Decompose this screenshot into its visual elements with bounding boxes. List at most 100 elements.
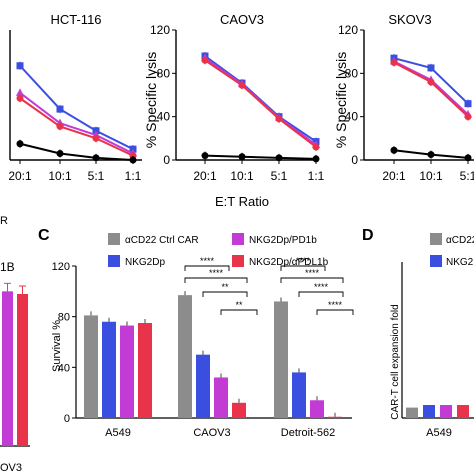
panel-c-y-tick-label: 0 — [64, 413, 70, 425]
panel-a1-title: HCT-116 — [50, 12, 101, 27]
panel-a1-series-3-point — [56, 122, 64, 130]
panel-c-significance-bracket — [280, 277, 344, 283]
panel-c-letter: C — [38, 227, 50, 244]
panel-d-ylabel: CAR-T cell expansion fold — [390, 304, 401, 419]
panel-a1-x-tick-label: 5:1 — [88, 169, 105, 183]
panel-c-significance-stars: ** — [235, 300, 243, 310]
panel-a2-series-4-point — [201, 152, 209, 160]
panel-a2-x-tick-label: 5:1 — [271, 169, 288, 183]
panel-c-bar-Detroit-562-3 — [310, 400, 324, 418]
panel-a1-series-3-point — [92, 134, 100, 142]
panel-a2-series-4-point — [275, 154, 283, 162]
panel-a2-y-tick-label: 0 — [163, 153, 170, 167]
panel-a1-series-4-line — [19, 142, 134, 161]
panel-a2-y-tick-label: 120 — [150, 23, 170, 37]
panel-c-legend-label-1: αCD22 Ctrl CAR — [125, 235, 199, 246]
panel-c-legend-label-4: NKG2Dp/αPDL1b — [249, 257, 329, 268]
panel-d-legend-label-1: αCD22 C — [446, 235, 474, 246]
left-fragment-bar-2 — [17, 294, 28, 446]
panel-a2-title: CAOV3 — [220, 12, 264, 27]
panel-c-category-label: CAOV3 — [193, 427, 230, 439]
left-fragment-bar-1 — [2, 291, 13, 446]
panel-a3-series-3-point — [427, 78, 435, 86]
panel-c-significance-stars: **** — [296, 256, 311, 266]
panel-a3-series-1-point — [464, 100, 472, 108]
panel-d-legend-swatch-2 — [430, 255, 442, 267]
panel-c-significance-stars: **** — [305, 268, 320, 278]
panel-c-legend-label-3: NKG2Dp/PD1b — [249, 235, 317, 246]
panel-c-legend-label-2: NKG2Dp — [125, 257, 165, 268]
panel-c-bar-Detroit-562-4 — [328, 416, 342, 418]
panel-a2-series-3-point — [312, 143, 320, 151]
panel-a2-series-4-point — [238, 153, 246, 161]
panel-a3-series-4-point — [390, 146, 398, 154]
panel-a3-series-1-point — [427, 64, 435, 72]
panel-c-significance-bracket — [184, 277, 248, 283]
panel-c-bar-A549-2 — [102, 321, 116, 418]
panel-a2-series-4-point — [312, 155, 320, 163]
panel-a2-y-tick-label: 40 — [157, 110, 171, 124]
panel-c-bar-Detroit-562-2 — [292, 372, 306, 418]
panel-a1-series-4-point — [56, 150, 64, 157]
panel-c-bar-Detroit-562-1 — [274, 301, 288, 418]
panel-c-bar-CAOV3-1 — [178, 295, 192, 418]
panel-a1-series-1-point — [16, 62, 24, 70]
panel-a1-series-3-point — [16, 94, 24, 102]
panel-c-category-label: Detroit-562 — [281, 427, 335, 439]
panel-a3-x-tick-label: 10:1 — [419, 169, 443, 183]
panel-c-significance-bracket — [280, 265, 326, 271]
panel-c-bar-CAOV3-2 — [196, 354, 210, 418]
panel-a3-title: SKOV3 — [388, 12, 431, 27]
panel-a1-series-2-point — [16, 88, 24, 96]
panel-a3-y-tick-label: 40 — [345, 110, 359, 124]
panel-c-y-tick-label: 120 — [52, 261, 70, 273]
panel-d-bar-4 — [457, 405, 469, 418]
panel-a3-series-3-point — [390, 59, 398, 66]
panel-a2-ylabel: % Specific lysis — [143, 52, 159, 148]
panel-a1-x-tick-label: 1:1 — [125, 169, 142, 183]
panel-a1-x-tick-label: 20:1 — [8, 169, 32, 183]
panel-c-ylabel: Survival % — [51, 320, 63, 372]
panel-a3-y-tick-label: 0 — [351, 153, 358, 167]
panel-a3-y-tick-label: 80 — [345, 66, 359, 80]
panel-c-significance-stars: **** — [209, 268, 224, 278]
panel-c-significance-stars: **** — [314, 282, 329, 292]
panel-a1-series-4-point — [129, 156, 137, 164]
panel-c-significance-bracket — [298, 291, 344, 297]
panel-c-significance-bracket — [316, 309, 354, 315]
panel-d-bar-1 — [406, 407, 418, 418]
panel-c-bar-A549-3 — [120, 325, 134, 418]
panel-d-category-label: A549 — [426, 427, 452, 439]
panel-a1-series-4-point — [16, 140, 24, 148]
panel-a3-series-3-point — [464, 113, 472, 121]
panel-c-bar-A549-1 — [84, 315, 98, 418]
panel-c-category-label: A549 — [105, 427, 131, 439]
bottom-left-fragment: OV3 — [0, 462, 22, 474]
panel-a2-series-3-point — [275, 115, 283, 123]
left-top-fragment: R — [0, 215, 8, 227]
panel-c-significance-stars: ** — [221, 282, 229, 292]
panel-a1-series-1-line — [19, 65, 134, 151]
panel-c-bar-CAOV3-3 — [214, 377, 228, 418]
panel-d-bar-3 — [440, 405, 452, 418]
panel-a3-series-4-point — [464, 154, 472, 162]
panel-a2-series-4-line — [204, 154, 317, 160]
panel-a3-x-tick-label: 20:1 — [382, 169, 406, 183]
panel-a1-series-3-line — [19, 97, 134, 157]
panel-c-significance-stars: **** — [200, 256, 215, 266]
panel-c-y-tick-label: 40 — [58, 362, 70, 374]
panel-d-legend-swatch-1 — [430, 233, 442, 245]
panel-c-legend-swatch-1 — [108, 233, 120, 245]
panel-a2-series-3-point — [201, 56, 209, 64]
panel-c-significance-bracket — [220, 309, 258, 315]
panel-a2-x-tick-label: 1:1 — [308, 169, 325, 183]
panel-a1-x-tick-label: 10:1 — [48, 169, 72, 183]
panel-a1-series-1-point — [56, 105, 64, 113]
panel-c-significance-bracket — [184, 265, 230, 271]
panel-a1-series-2-line — [19, 92, 134, 155]
panel-c-bar-A549-4 — [138, 323, 152, 418]
panel-a3-y-tick-label: 120 — [338, 23, 358, 37]
panel-a2-x-tick-label: 10:1 — [230, 169, 254, 183]
panel-a3-x-tick-label: 5:1 — [460, 169, 474, 183]
